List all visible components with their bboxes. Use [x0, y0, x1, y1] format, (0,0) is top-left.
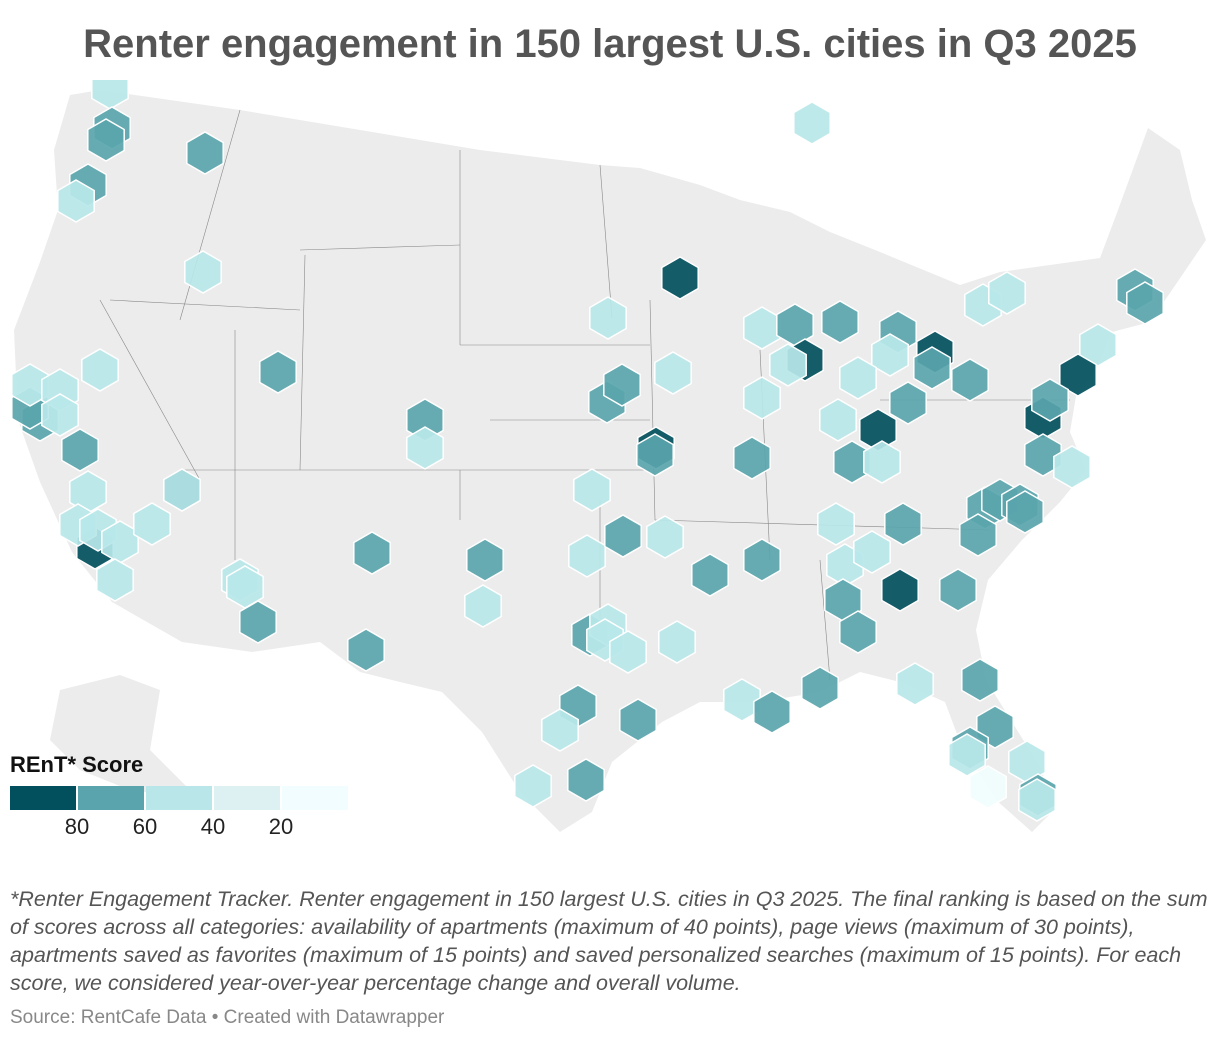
city-hex-marker[interactable] — [609, 630, 647, 674]
legend-tick: 80 — [64, 814, 90, 839]
city-hex-marker[interactable] — [61, 428, 99, 472]
city-hex-marker[interactable] — [11, 363, 49, 407]
source-line: Source: RentCafe Data • Created with Dat… — [10, 1007, 445, 1028]
state-border — [649, 299, 656, 521]
city-hex-marker[interactable] — [186, 131, 224, 175]
city-hex-marker[interactable] — [347, 628, 385, 672]
city-hex-marker[interactable] — [57, 179, 95, 223]
city-hex-marker[interactable] — [81, 348, 119, 392]
legend-tick: 20 — [268, 814, 294, 839]
city-hex-marker[interactable] — [743, 538, 781, 582]
city-hex-marker[interactable] — [913, 346, 951, 390]
city-hex-marker[interactable] — [573, 468, 611, 512]
city-hex-marker[interactable] — [733, 436, 771, 480]
city-hex-marker[interactable] — [1126, 281, 1164, 325]
city-hex-marker[interactable] — [817, 502, 855, 546]
city-hex-marker[interactable] — [881, 568, 919, 612]
city-hex-marker[interactable] — [863, 440, 901, 484]
legend-swatch — [146, 786, 212, 810]
city-hex-marker[interactable] — [636, 433, 674, 477]
city-markers — [11, 80, 1164, 822]
city-hex-marker[interactable] — [753, 690, 791, 734]
city-hex-marker[interactable] — [889, 381, 927, 425]
city-hex-marker[interactable] — [871, 333, 909, 377]
city-hex-marker[interactable] — [589, 296, 627, 340]
city-hex-marker[interactable] — [743, 376, 781, 420]
city-hex-marker[interactable] — [1059, 353, 1097, 397]
city-hex-marker[interactable] — [801, 666, 839, 710]
legend-swatches — [10, 786, 350, 810]
city-hex-marker[interactable] — [661, 256, 699, 300]
state-border — [599, 164, 613, 319]
city-hex-marker[interactable] — [567, 758, 605, 802]
city-hex-marker[interactable] — [406, 426, 444, 470]
city-hex-marker[interactable] — [41, 393, 79, 437]
city-hex-marker[interactable] — [259, 350, 297, 394]
us-outline — [14, 90, 1206, 832]
city-hex-marker[interactable] — [619, 698, 657, 742]
city-hex-marker[interactable] — [96, 558, 134, 602]
city-hex-marker[interactable] — [769, 343, 807, 387]
state-border — [819, 559, 831, 681]
city-hex-marker[interactable] — [603, 363, 641, 407]
city-hex-marker[interactable] — [646, 515, 684, 559]
footnote: *Renter Engagement Tracker. Renter engag… — [10, 887, 1208, 995]
chart-title: Renter engagement in 150 largest U.S. ci… — [83, 22, 1137, 66]
city-hex-marker[interactable] — [939, 568, 977, 612]
legend-title: REnT* Score — [10, 752, 144, 777]
city-hex-marker[interactable] — [1018, 778, 1056, 822]
city-hex-marker[interactable] — [1053, 445, 1091, 489]
city-hex-marker[interactable] — [654, 351, 692, 395]
city-hex-marker[interactable] — [239, 600, 277, 644]
city-hex-marker[interactable] — [514, 764, 552, 808]
city-hex-marker[interactable] — [853, 530, 891, 574]
city-hex-marker[interactable] — [961, 658, 999, 702]
city-hex-marker[interactable] — [604, 514, 642, 558]
state-border — [109, 299, 301, 311]
city-hex-marker[interactable] — [133, 502, 171, 546]
legend: REnT* Score 80 60 40 20 — [10, 752, 350, 840]
city-hex-marker[interactable] — [969, 765, 1007, 809]
legend-swatch — [282, 786, 348, 810]
us-hex-map — [11, 80, 1206, 832]
city-hex-marker[interactable] — [464, 584, 502, 628]
city-hex-marker[interactable] — [163, 468, 201, 512]
city-hex-marker[interactable] — [896, 662, 934, 706]
city-hex-marker[interactable] — [1031, 378, 1069, 422]
city-hex-marker[interactable] — [839, 610, 877, 654]
city-hex-marker[interactable] — [959, 513, 997, 557]
city-hex-marker[interactable] — [723, 678, 761, 722]
city-hex-marker[interactable] — [184, 250, 222, 294]
city-hex-marker[interactable] — [948, 733, 986, 777]
city-hex-marker[interactable] — [1024, 433, 1062, 477]
city-hex-marker[interactable] — [884, 502, 922, 546]
city-hex-marker[interactable] — [541, 708, 579, 752]
city-hex-marker[interactable] — [839, 356, 877, 400]
legend-ticks: 80 60 40 20 — [10, 810, 350, 840]
state-border — [299, 244, 461, 251]
city-hex-marker[interactable] — [87, 118, 125, 162]
legend-tick: 40 — [200, 814, 226, 839]
city-hex-marker[interactable] — [691, 553, 729, 597]
city-hex-marker[interactable] — [819, 398, 857, 442]
legend-tick: 60 — [132, 814, 158, 839]
state-border — [99, 299, 201, 481]
city-hex-marker[interactable] — [821, 300, 859, 344]
alaska-outline — [50, 675, 200, 800]
city-hex-marker[interactable] — [1079, 323, 1117, 367]
city-hex-marker[interactable] — [466, 538, 504, 582]
us-land — [14, 90, 1206, 832]
city-hex-marker[interactable] — [951, 358, 989, 402]
legend-swatch — [10, 786, 76, 810]
city-hex-marker[interactable] — [658, 620, 696, 664]
city-hex-marker[interactable] — [1006, 490, 1044, 534]
city-hex-marker[interactable] — [988, 271, 1026, 315]
legend-swatch — [78, 786, 144, 810]
legend-swatch — [214, 786, 280, 810]
city-hex-marker[interactable] — [793, 101, 831, 145]
city-hex-marker[interactable] — [353, 531, 391, 575]
state-border — [299, 254, 306, 471]
